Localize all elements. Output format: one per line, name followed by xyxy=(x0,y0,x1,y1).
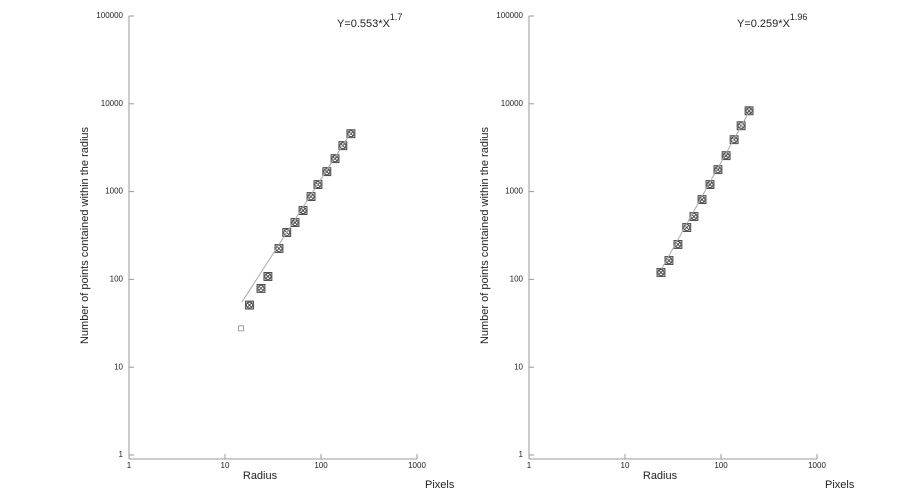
point-cross xyxy=(265,274,271,279)
x-axis-label: Radius xyxy=(643,470,678,482)
point xyxy=(705,180,715,189)
x-tick-label: 10 xyxy=(221,461,230,470)
annotation-text: Y=0.553*X xyxy=(337,18,391,30)
fit-line xyxy=(241,132,352,303)
x-tick-label: 1 xyxy=(527,461,532,470)
y-tick-label: 100 xyxy=(110,275,124,284)
open-point xyxy=(238,325,244,332)
point-cross xyxy=(258,286,264,291)
y-tick-label: 1 xyxy=(519,450,524,459)
annotation: Y=0.259*X1.96 xyxy=(737,12,807,30)
x-axis-unit: Pixels xyxy=(825,479,855,491)
point xyxy=(673,240,683,249)
annotation-text: Y=0.259*X xyxy=(737,18,791,30)
y-tick-label: 100 xyxy=(510,275,524,284)
x-tick-label: 1000 xyxy=(808,461,826,470)
annotation-exponent: 1.7 xyxy=(390,12,403,22)
y-tick-label: 1 xyxy=(119,450,124,459)
y-axis-label: Number of points contained within the ra… xyxy=(479,126,491,344)
x-tick-label: 100 xyxy=(314,461,328,470)
y-tick-label: 100000 xyxy=(96,11,123,20)
point-cross xyxy=(658,270,664,275)
point-cross xyxy=(247,302,252,308)
point-cross xyxy=(666,258,672,263)
point-cross xyxy=(308,194,314,199)
y-tick-label: 1000 xyxy=(105,187,123,196)
point xyxy=(656,268,666,277)
annotation: Y=0.553*X1.7 xyxy=(337,12,402,30)
y-tick-label: 10 xyxy=(114,362,123,371)
chart-panel: 1 10 100 1000 10000 100000 1 10 100 1000 Radius Pix… xyxy=(79,11,455,491)
fit-line xyxy=(661,111,750,270)
chart-panel: 1 10 100 1000 10000 100000 1 10 100 1000 Radius Pix… xyxy=(479,11,855,491)
x-tick-label: 1 xyxy=(127,461,132,470)
point xyxy=(330,154,340,164)
point-cross xyxy=(707,182,713,187)
point-square xyxy=(238,325,244,332)
point-cross xyxy=(675,242,681,247)
point-cross xyxy=(723,153,729,158)
y-tick-label: 100000 xyxy=(496,11,523,20)
x-axis-label: Radius xyxy=(243,470,278,482)
point xyxy=(263,272,273,281)
point-cross xyxy=(691,214,697,219)
point xyxy=(744,106,754,116)
point-cross xyxy=(746,108,752,114)
point xyxy=(306,192,316,202)
y-tick-label: 10000 xyxy=(101,99,124,108)
x-axis-unit: Pixels xyxy=(425,479,455,491)
y-tick-label: 1000 xyxy=(505,187,523,196)
y-tick-label: 10000 xyxy=(501,99,524,108)
annotation-exponent: 1.96 xyxy=(790,12,808,22)
point xyxy=(245,300,254,310)
point xyxy=(256,283,266,293)
y-tick-label: 10 xyxy=(514,362,523,371)
x-tick-label: 10 xyxy=(621,461,630,470)
x-tick-label: 1000 xyxy=(408,461,426,470)
y-axis-label: Number of points contained within the ra… xyxy=(79,126,91,344)
x-tick-label: 100 xyxy=(714,461,728,470)
